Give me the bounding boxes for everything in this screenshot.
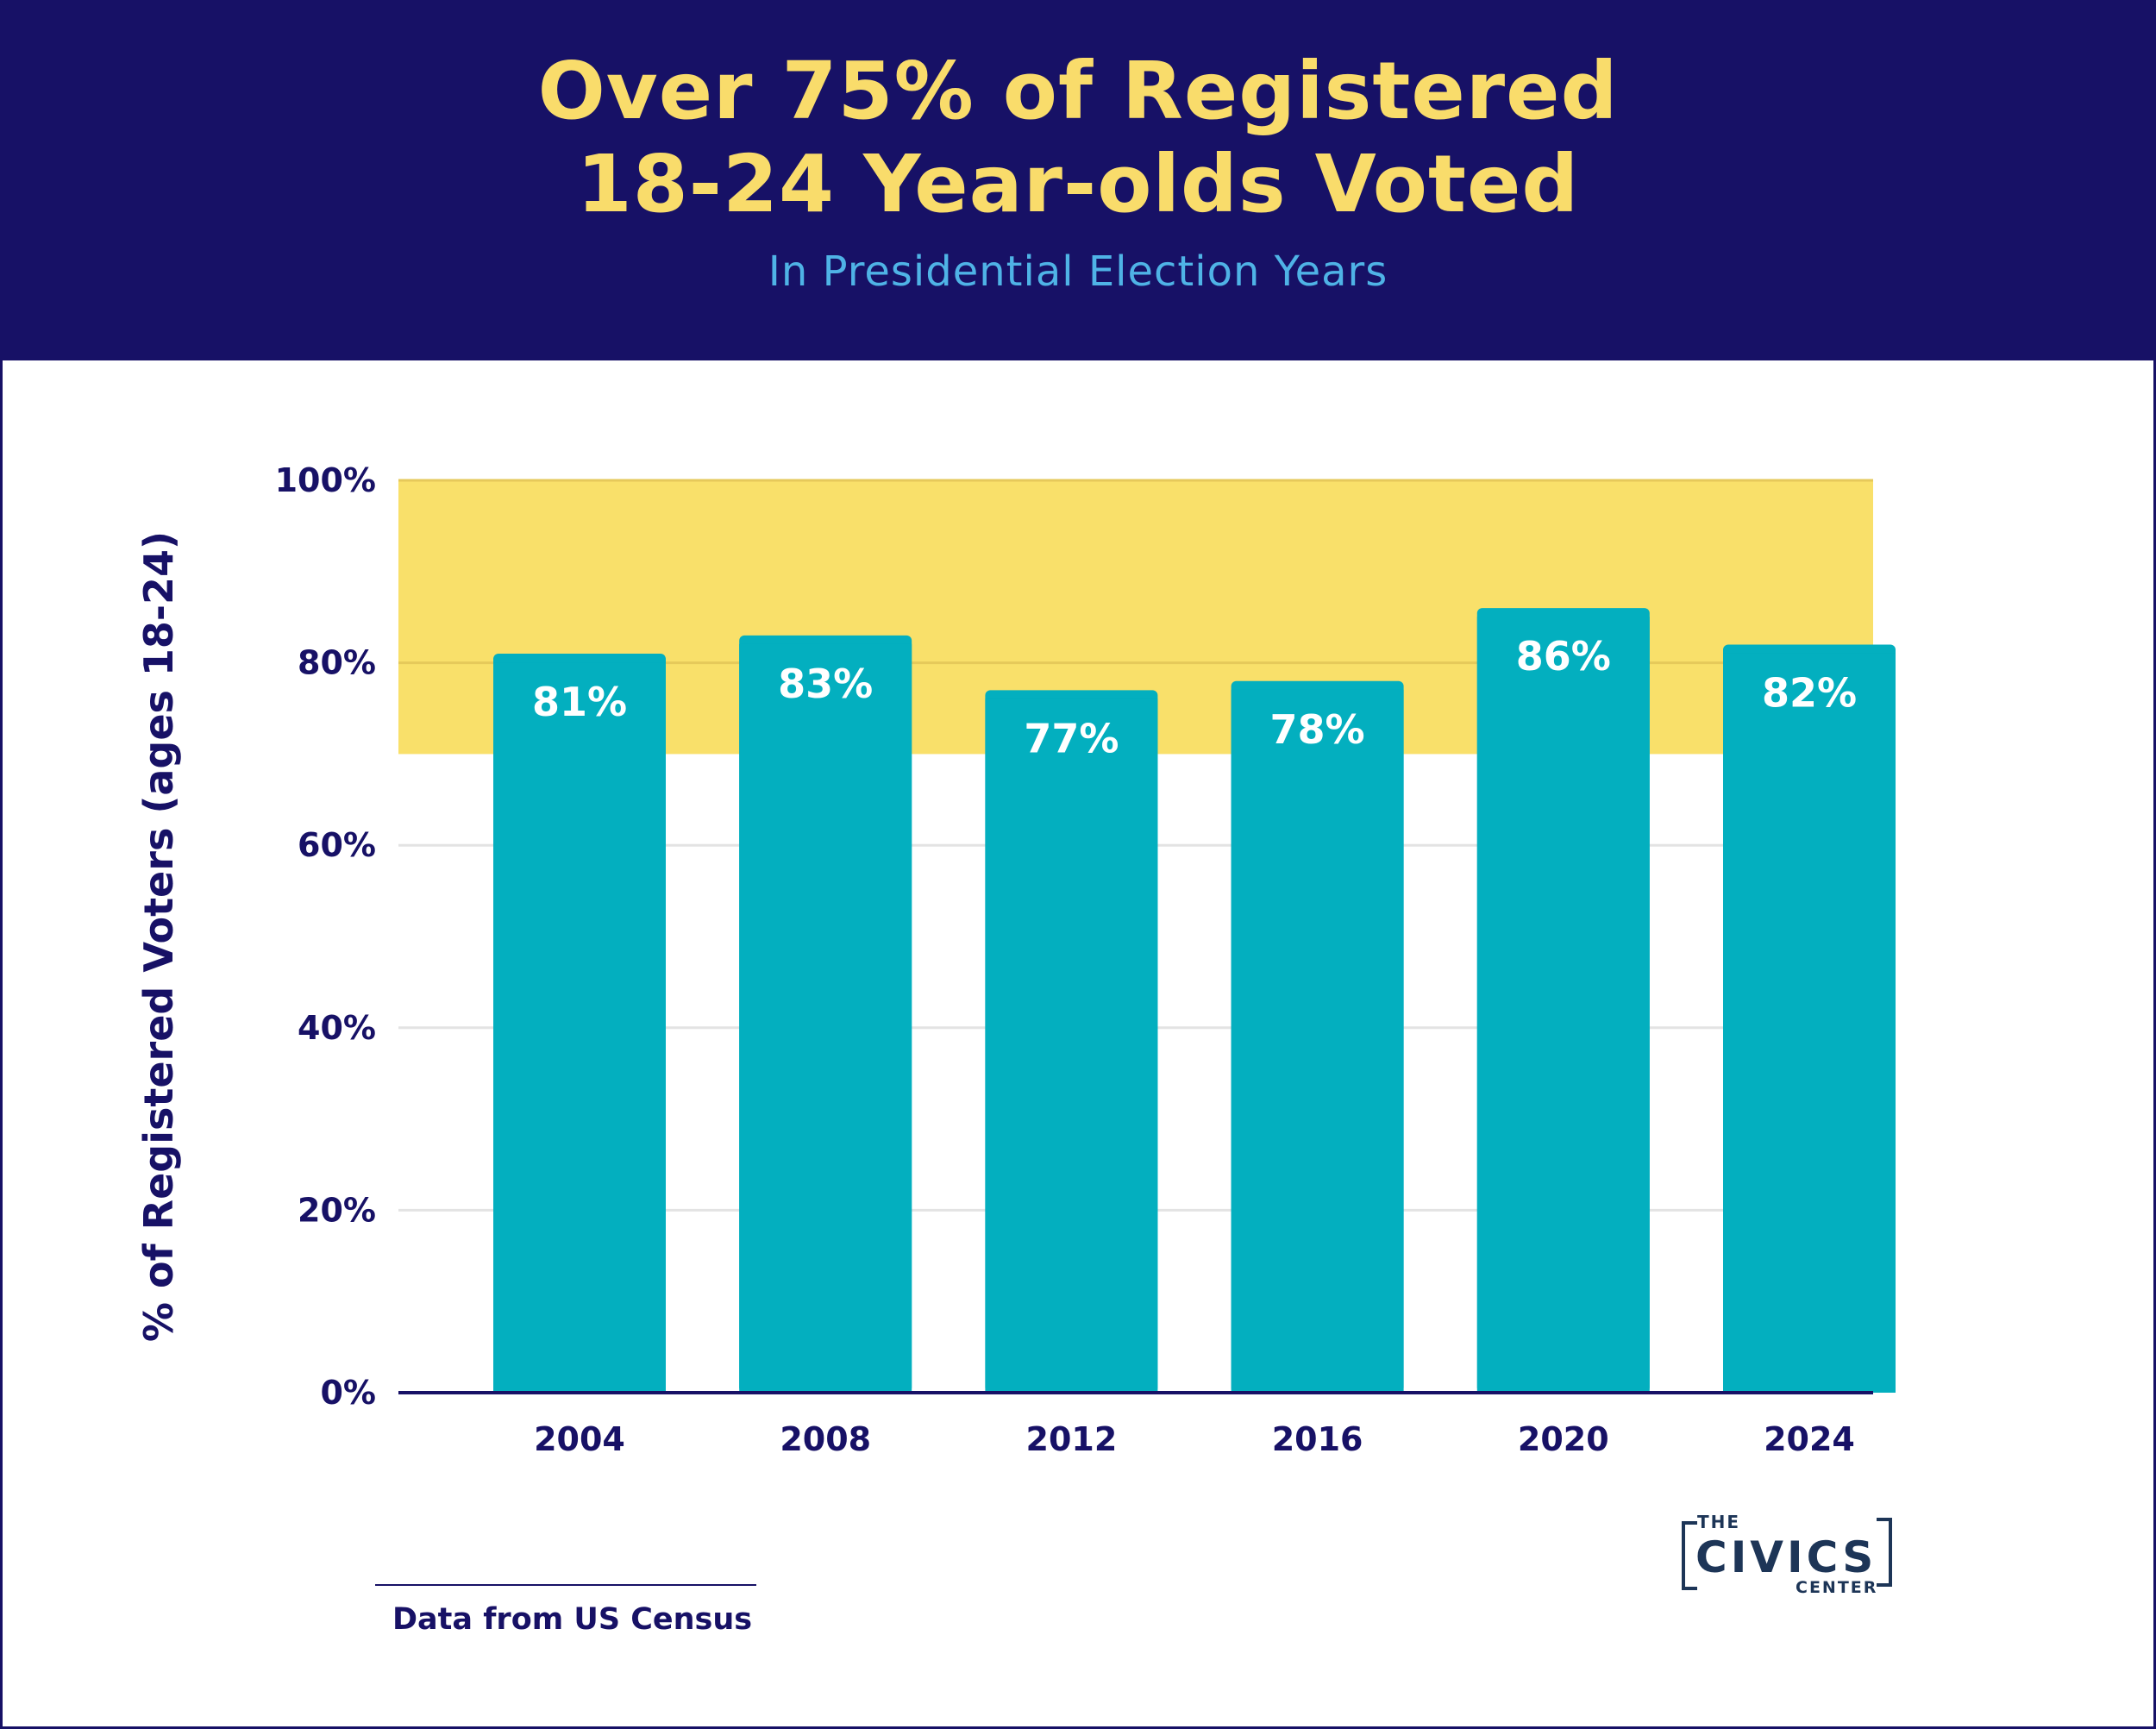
bar-base-2020 bbox=[1476, 617, 1650, 1393]
bar-value-label: 86% bbox=[1516, 633, 1611, 680]
y-axis-title: % of Registered Voters (ages 18-24) bbox=[135, 531, 182, 1342]
y-tick-label: 80% bbox=[298, 644, 376, 682]
bar-base-2004 bbox=[493, 662, 666, 1393]
bar-base-2024 bbox=[1723, 653, 1896, 1393]
y-tick-label: 100% bbox=[275, 461, 376, 499]
bar-value-label: 81% bbox=[532, 679, 627, 725]
bar-base-2008 bbox=[739, 643, 912, 1393]
bar-value-label: 82% bbox=[1762, 669, 1857, 716]
y-tick-label: 40% bbox=[298, 1009, 376, 1047]
civics-center-logo: THE CIVICS CENTER bbox=[1682, 1512, 1892, 1597]
x-tick-label: 2016 bbox=[1272, 1420, 1363, 1458]
bar-base-2016 bbox=[1231, 689, 1404, 1393]
source-divider bbox=[375, 1584, 756, 1586]
x-tick-label: 2008 bbox=[780, 1420, 871, 1458]
title-line-2: 18-24 Year-olds Voted bbox=[576, 138, 1580, 230]
source-note: Data from US Census bbox=[392, 1602, 753, 1637]
bar-value-label: 78% bbox=[1270, 706, 1365, 753]
x-tick-label: 2012 bbox=[1026, 1420, 1118, 1458]
bar-value-label: 77% bbox=[1024, 715, 1119, 761]
header-banner: Over 75% of Registered 18-24 Year-olds V… bbox=[0, 0, 2156, 360]
logo-the: THE bbox=[1697, 1512, 1741, 1532]
x-tick-label: 2020 bbox=[1518, 1420, 1609, 1458]
y-tick-label: 60% bbox=[298, 826, 376, 864]
bar-value-label: 83% bbox=[778, 661, 873, 707]
y-tick-label: 0% bbox=[320, 1374, 376, 1412]
logo-bracket-left bbox=[1682, 1521, 1697, 1590]
bar-base-2012 bbox=[985, 698, 1158, 1393]
logo-center: CENTER bbox=[1796, 1578, 1878, 1597]
logo-civics: CIVICS bbox=[1695, 1532, 1877, 1582]
page-subtitle: In Presidential Election Years bbox=[768, 247, 1388, 296]
x-tick-label: 2004 bbox=[534, 1420, 625, 1458]
x-tick-label: 2024 bbox=[1764, 1420, 1855, 1458]
page-title: Over 75% of Registered 18-24 Year-olds V… bbox=[0, 45, 2156, 231]
logo-bracket-right bbox=[1877, 1518, 1892, 1587]
title-line-1: Over 75% of Registered bbox=[537, 45, 1619, 137]
y-tick-label: 20% bbox=[298, 1191, 376, 1229]
